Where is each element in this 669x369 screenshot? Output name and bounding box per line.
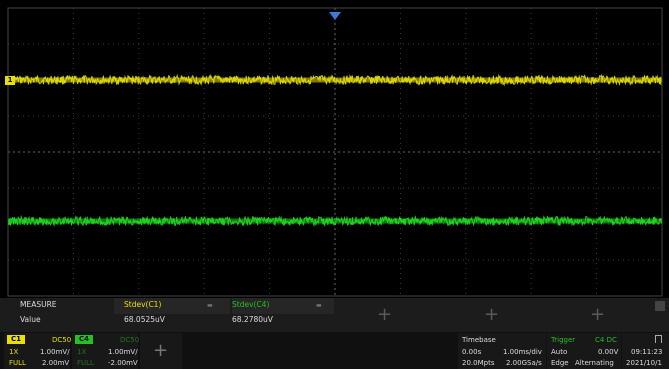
status-bar: C1 DC50 1X 1.00mV/ FULL 2.00mV C4 DC50 1… [0, 332, 669, 369]
measure-scroll-handle[interactable] [655, 301, 665, 311]
timebase-sample-rate: 2.00GSa/s [506, 359, 542, 367]
timebase-memory: 20.0Mpts [462, 359, 495, 367]
measure-2-name: Stdev(C4) [232, 300, 270, 309]
measure-panel: MEASURE Value Stdev(C1) ▬ 68.0525uV Stde… [0, 298, 669, 332]
trigger-type: Edge [551, 359, 569, 367]
ch4-descriptor-box[interactable]: C4 DC50 1X 1.00mV/ FULL -2.00mV [72, 333, 140, 369]
timebase-title: Timebase [462, 336, 496, 344]
trigger-level: 0.00V [598, 348, 619, 356]
clock-date: 2021/10/1 [626, 359, 662, 367]
trigger-position-marker [329, 12, 341, 20]
ch1-scale: 1.00mV/ [40, 348, 70, 356]
waveform-core [8, 218, 662, 224]
waveform-grid [7, 7, 663, 297]
chevron-down-icon[interactable]: ▬ [316, 302, 322, 309]
trigger-source: C4 DC [595, 336, 617, 344]
measure-row-label: Value [20, 315, 41, 324]
ch1-bandwidth: FULL [9, 359, 26, 367]
measure-item-1[interactable]: Stdev(C1) ▬ [114, 298, 230, 314]
ch4-label-badge: C4 [75, 335, 93, 344]
ch1-descriptor-box[interactable]: C1 DC50 1X 1.00mV/ FULL 2.00mV [4, 333, 72, 369]
trigger-slope: Alternating [575, 359, 614, 367]
ch1-probe: 1X [9, 348, 19, 356]
ch4-level-marker[interactable]: 4 [7, 217, 13, 225]
measure-item-2[interactable]: Stdev(C4) ▬ [232, 298, 334, 314]
timebase-box[interactable]: Timebase 0.00s 1.00ms/div 20.0Mpts 2.00G… [458, 333, 546, 369]
ch4-scale: 1.00mV/ [108, 348, 138, 356]
ch1-label-badge: C1 [7, 335, 25, 344]
add-channel-plus-icon: + [153, 340, 169, 361]
measure-2-value: 68.2780uV [232, 315, 273, 324]
trigger-mode: Auto [551, 348, 568, 356]
timebase-delay: 0.00s [462, 348, 482, 356]
ch4-bandwidth: FULL [77, 359, 94, 367]
chevron-down-icon[interactable]: ▬ [207, 302, 213, 309]
waveform-core [8, 77, 662, 83]
clock-box: 09:11:23 2021/10/1 [622, 333, 669, 369]
ch4-probe: 1X [77, 348, 87, 356]
add-measure-plus-icon[interactable]: + [377, 304, 393, 325]
ch4-offset: -2.00mV [108, 359, 138, 367]
ch1-level-marker[interactable]: 1 [5, 76, 15, 85]
clock-time: 09:11:23 [631, 348, 663, 356]
trigger-box[interactable]: Trigger C4 DC Auto 0.00V Edge Alternatin… [547, 333, 621, 369]
waveform-display[interactable]: 1 4 [0, 0, 669, 298]
ch4-coupling: DC50 [120, 336, 140, 344]
measure-1-value: 68.0525uV [124, 315, 165, 324]
graticule-border [7, 7, 663, 297]
network-icon [655, 335, 662, 343]
timebase-scale: 1.00ms/div [503, 348, 542, 356]
trigger-title: Trigger [551, 336, 576, 344]
add-channel-button[interactable]: + [140, 333, 182, 369]
add-measure-plus-icon[interactable]: + [484, 304, 500, 325]
measure-title: MEASURE [20, 300, 57, 309]
add-measure-plus-icon[interactable]: + [590, 304, 606, 325]
ch1-coupling: DC50 [52, 336, 72, 344]
measure-1-name: Stdev(C1) [124, 300, 162, 309]
ch1-offset: 2.00mV [42, 359, 70, 367]
